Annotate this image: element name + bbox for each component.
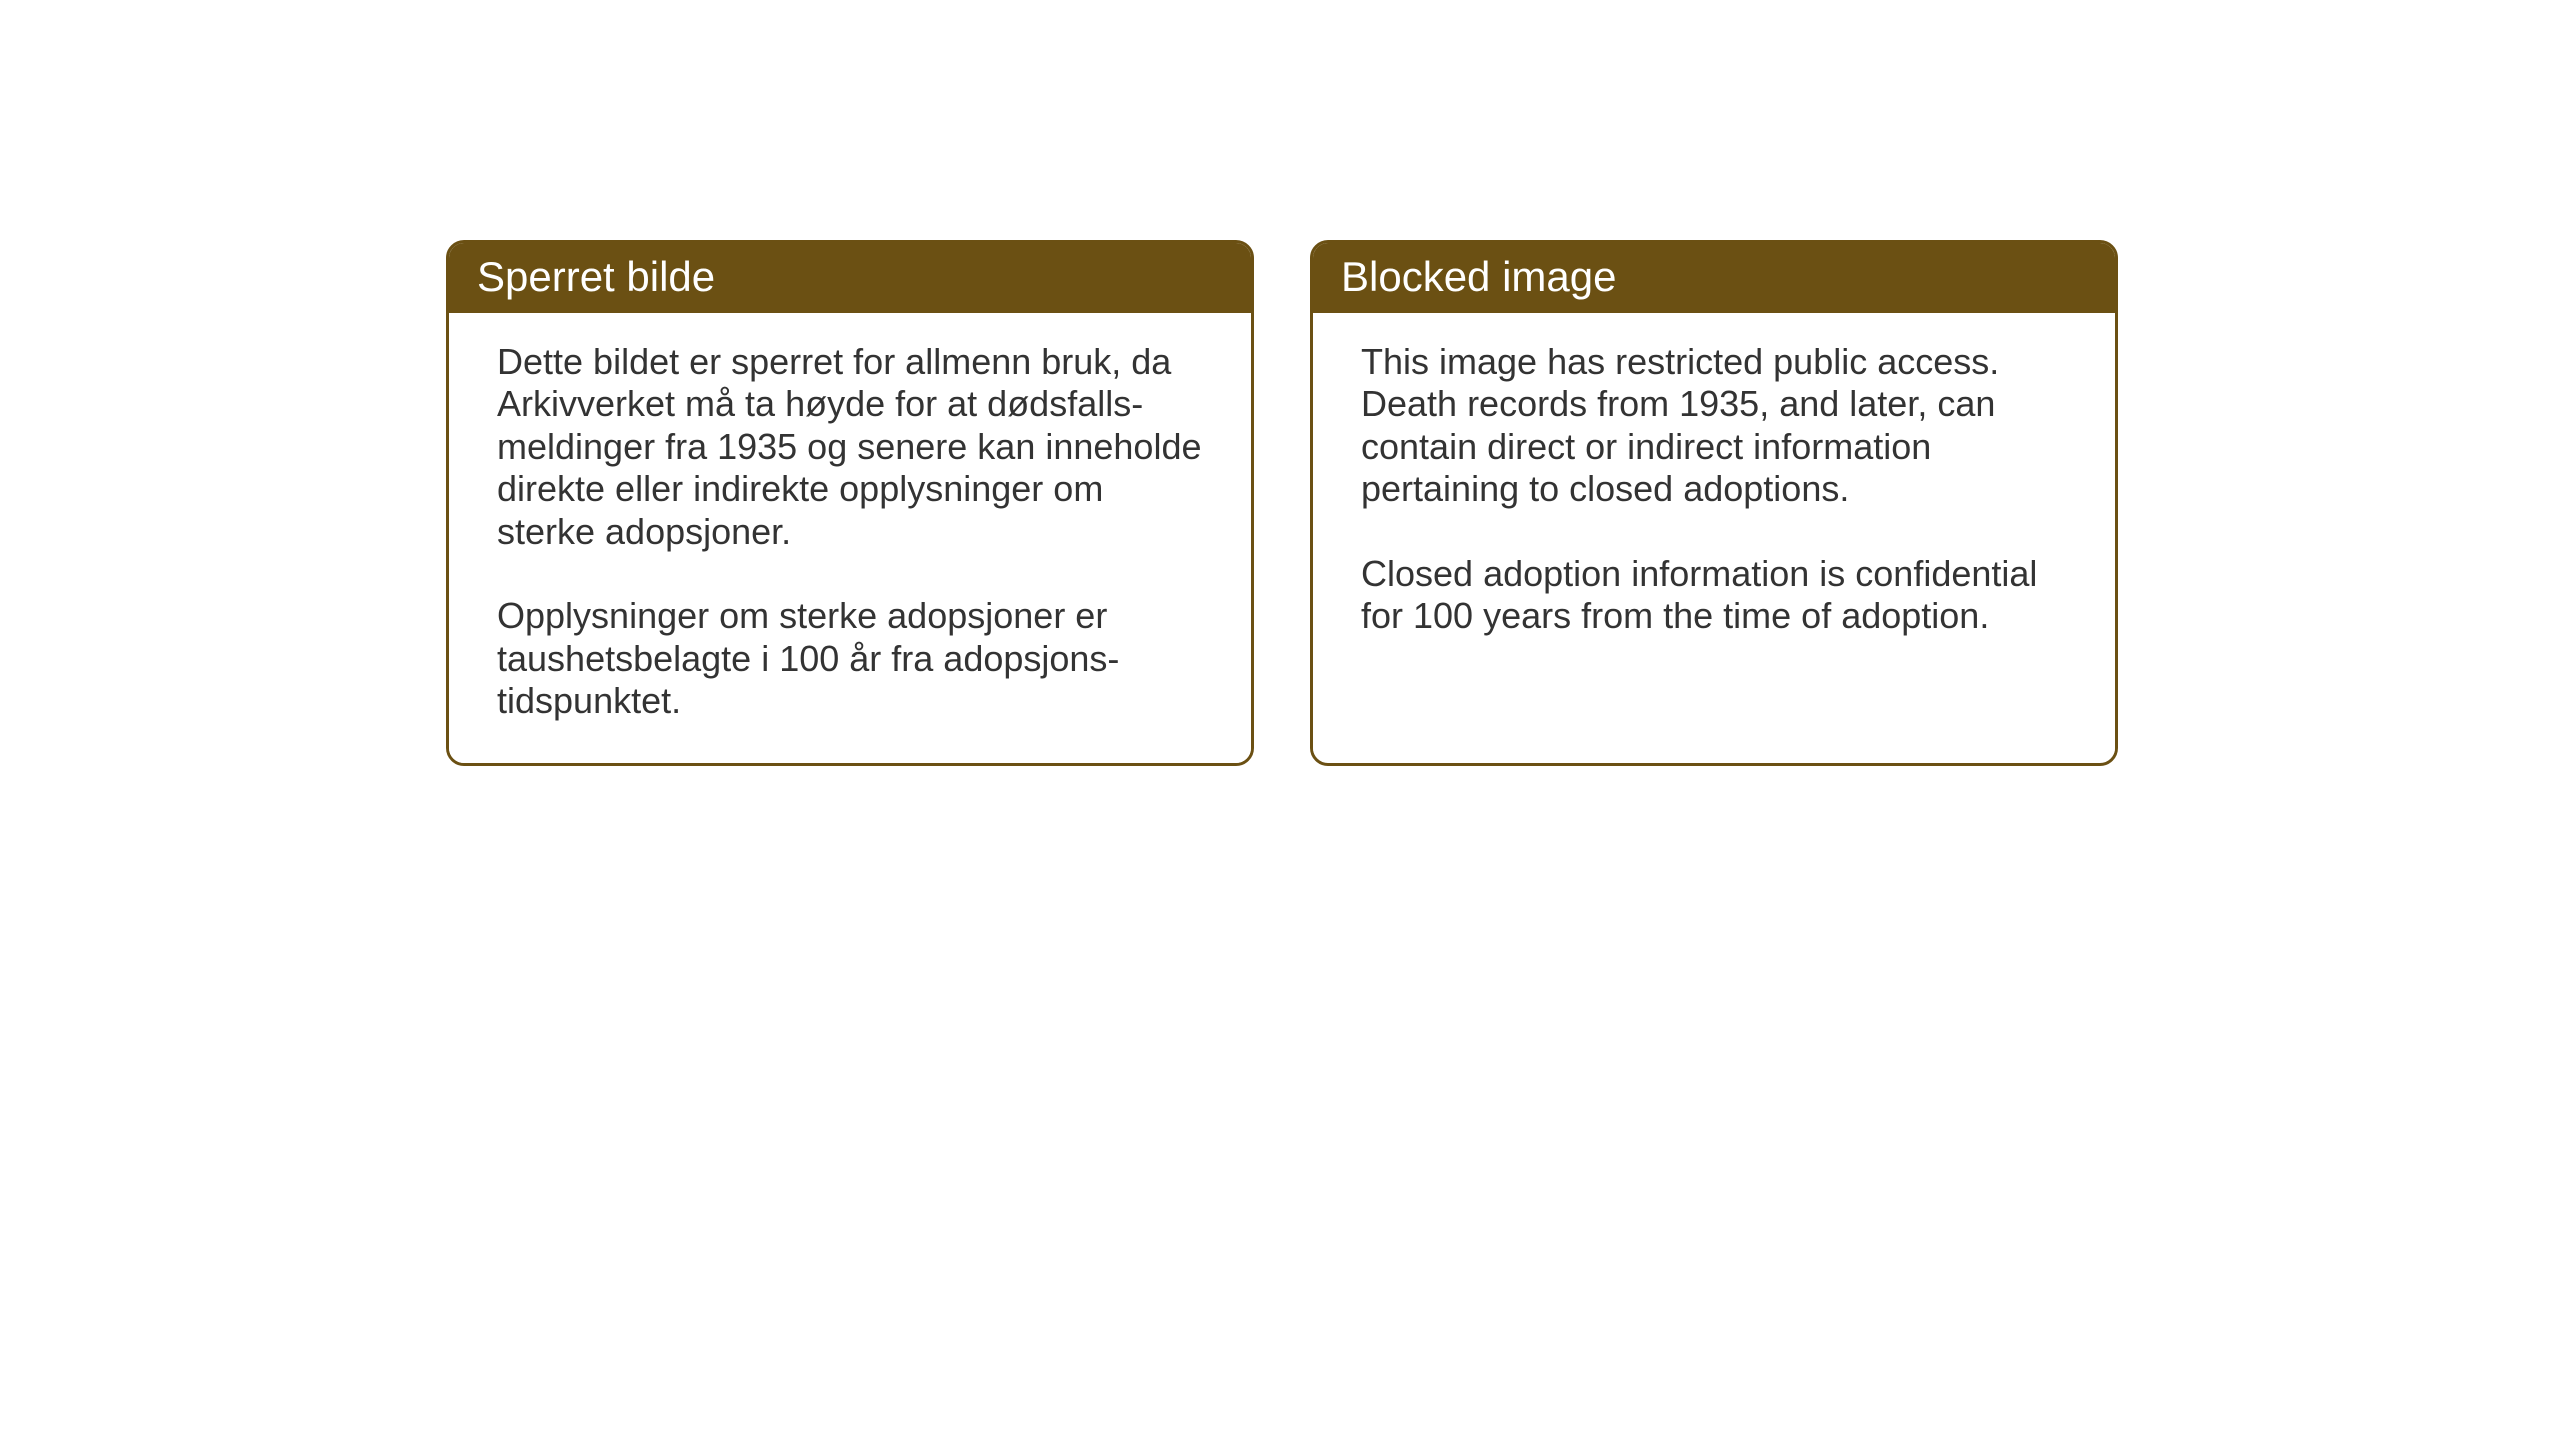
notice-container: Sperret bilde Dette bildet er sperret fo…	[446, 240, 2118, 766]
card-paragraph-english-1: This image has restricted public access.…	[1361, 341, 2067, 511]
card-paragraph-norwegian-2: Opplysninger om sterke adopsjoner er tau…	[497, 595, 1203, 722]
card-header-norwegian: Sperret bilde	[449, 243, 1251, 313]
card-title-english: Blocked image	[1341, 253, 1616, 300]
notice-card-norwegian: Sperret bilde Dette bildet er sperret fo…	[446, 240, 1254, 766]
card-body-english: This image has restricted public access.…	[1313, 313, 2115, 753]
notice-card-english: Blocked image This image has restricted …	[1310, 240, 2118, 766]
card-title-norwegian: Sperret bilde	[477, 253, 715, 300]
card-paragraph-english-2: Closed adoption information is confident…	[1361, 553, 2067, 638]
card-paragraph-norwegian-1: Dette bildet er sperret for allmenn bruk…	[497, 341, 1203, 553]
card-body-norwegian: Dette bildet er sperret for allmenn bruk…	[449, 313, 1251, 763]
card-header-english: Blocked image	[1313, 243, 2115, 313]
